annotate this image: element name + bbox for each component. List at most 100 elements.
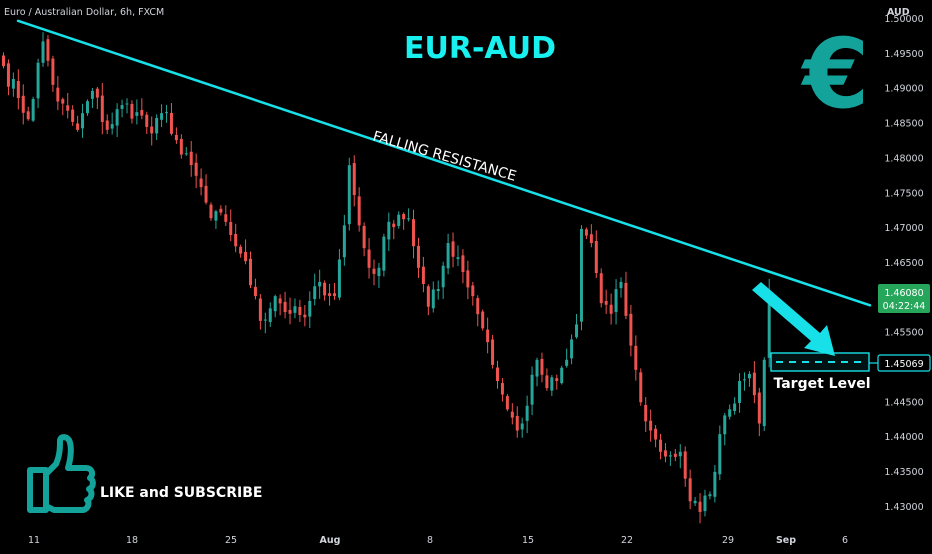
candle [244, 239, 248, 265]
candle-body [367, 249, 371, 268]
candle-body [224, 214, 228, 222]
thumbs-up-icon[interactable] [27, 434, 96, 513]
candle [555, 374, 559, 390]
candle [120, 99, 124, 118]
candle [160, 104, 164, 128]
current-price-value: 1.46080 [884, 288, 923, 299]
candle-body [624, 282, 628, 316]
time-tick-label: Sep [776, 535, 796, 546]
candle [476, 295, 480, 327]
candle [41, 32, 45, 67]
candle-body [372, 268, 376, 274]
candle-body [214, 211, 218, 221]
candle-body [81, 113, 85, 129]
candle-body [6, 63, 10, 87]
price-tick-label: 1.47500 [884, 188, 923, 199]
target-arrow-icon [752, 282, 835, 356]
candle-body [71, 109, 75, 122]
candle [66, 92, 70, 119]
candle [165, 104, 169, 123]
candle [332, 282, 336, 300]
candle-body [189, 151, 193, 165]
candle-body [36, 62, 40, 99]
candle [100, 82, 104, 135]
candle-body [165, 112, 169, 114]
candle-body [95, 88, 99, 98]
candle-body [179, 138, 183, 155]
candle [278, 294, 282, 316]
candle-body [663, 450, 667, 457]
price-tick-label: 1.48500 [884, 119, 923, 130]
candle [575, 314, 579, 339]
candle-body [26, 111, 30, 120]
candle [416, 237, 420, 278]
time-tick-label: 11 [28, 535, 40, 546]
candle-body [85, 101, 89, 114]
candle-body [762, 359, 766, 427]
candle-body [273, 296, 277, 312]
candle-body [352, 163, 356, 196]
candle-body [688, 478, 692, 502]
candle [229, 209, 233, 242]
candle-body [476, 298, 480, 315]
candle-body [16, 81, 20, 98]
candle-body [219, 208, 223, 213]
candle-body [303, 314, 307, 318]
candle-body [293, 306, 297, 313]
candle [728, 404, 732, 420]
time-tick-label: 8 [427, 535, 433, 546]
price-axis[interactable]: 1.50000 1.49500 1.49000 1.48500 1.48000 1.475… [884, 14, 923, 513]
candle [382, 233, 386, 277]
current-price-tag: 1.46080 04:22:44 [878, 284, 930, 313]
candle-body [481, 311, 485, 329]
candle-body [431, 289, 435, 309]
target-level-label: Target Level [773, 376, 870, 392]
candle-body [496, 367, 499, 382]
candle [649, 409, 653, 442]
candle [81, 103, 85, 138]
candle-body [263, 319, 267, 321]
candle-body [693, 500, 697, 504]
candle [342, 214, 346, 266]
candle [451, 232, 455, 268]
candle [673, 449, 677, 462]
candle [525, 395, 529, 434]
candle [357, 187, 361, 232]
candle-body [723, 415, 727, 435]
time-axis[interactable]: 11 18 25 Aug 8 15 22 29 Sep 6 [28, 535, 848, 546]
candle [268, 302, 272, 327]
candle [293, 298, 297, 319]
candle [308, 291, 312, 329]
candle-body [767, 290, 771, 358]
candle-body [342, 225, 346, 258]
candle [56, 75, 60, 111]
candle-body [199, 178, 203, 188]
candle-body [500, 383, 504, 395]
candle [663, 443, 667, 463]
candle-body [515, 415, 519, 431]
candle-body [110, 124, 114, 129]
candle-body [713, 471, 717, 497]
candle-body [283, 301, 287, 312]
candle-body [125, 103, 129, 105]
candle-body [634, 345, 638, 370]
candle [179, 134, 183, 159]
candle [85, 99, 89, 116]
candle-body [510, 411, 514, 418]
candle [377, 262, 381, 288]
candle [654, 425, 658, 448]
candle [253, 278, 257, 300]
candle-body [268, 308, 272, 322]
candle-body [589, 234, 593, 244]
candle [323, 280, 327, 301]
candle [599, 268, 603, 308]
candle [441, 261, 445, 299]
candle-body [140, 110, 144, 116]
candle-body [525, 405, 529, 421]
price-tick-label: 1.47000 [884, 223, 923, 234]
candle [362, 222, 366, 257]
target-price-tag: 1.45069 [869, 354, 931, 372]
